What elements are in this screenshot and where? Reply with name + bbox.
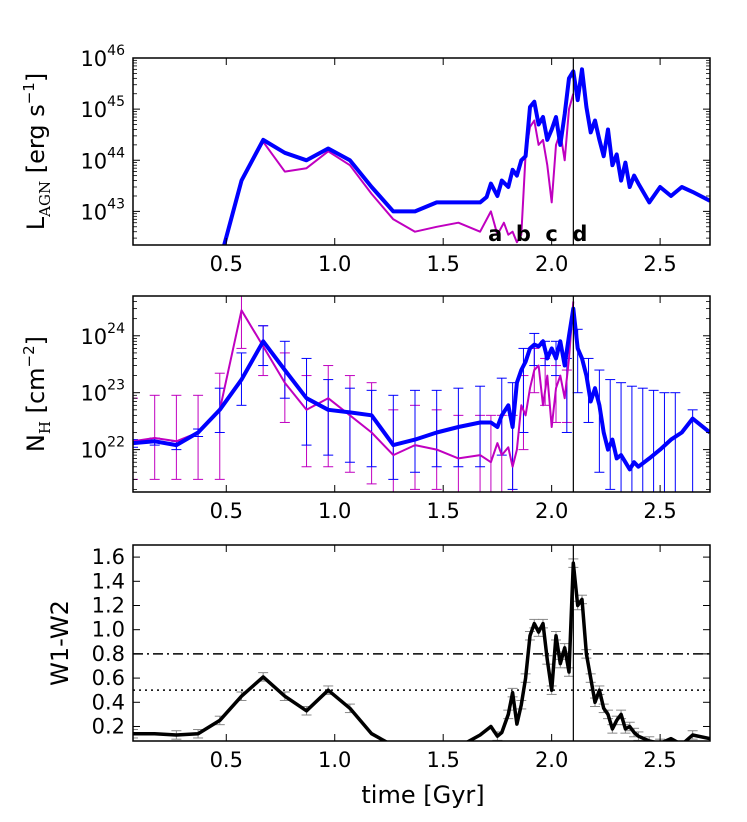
axes-frame xyxy=(132,295,711,493)
y-tick-label: 0.8 xyxy=(92,642,125,666)
x-tick-label: 0.5 xyxy=(210,252,243,276)
x-tick-label: 2.0 xyxy=(535,499,568,523)
y-tick-label: 1023 xyxy=(80,378,125,406)
y-tick-label: 1046 xyxy=(80,43,125,71)
y-tick-label: 1.4 xyxy=(92,569,125,593)
magenta-series-line xyxy=(223,93,575,245)
x-tick-label: 2.0 xyxy=(535,748,568,772)
y-tick-label: 1045 xyxy=(80,94,125,122)
x-tick-label: 1.0 xyxy=(318,499,351,523)
x-tick-label: 2.5 xyxy=(643,748,676,772)
y-tick-label: 1043 xyxy=(80,196,125,224)
luminosity-panel: 0.5 1.0 1.5 2.0 2.5 1043 1044 1045 1046 LAGN [erg… xyxy=(20,43,711,276)
y-tick-label: 1.2 xyxy=(92,593,125,617)
x-tick-label: 2.5 xyxy=(643,499,676,523)
x-tick-label: 2.5 xyxy=(643,252,676,276)
x-tick-label: 1.0 xyxy=(318,252,351,276)
plot-area xyxy=(222,58,710,245)
y-tick-label: 0.2 xyxy=(92,714,125,738)
phase-annotation-b: b xyxy=(516,222,531,246)
blue-series-line xyxy=(133,306,710,472)
y-axis-label: LAGN [erg s−1] xyxy=(20,73,54,230)
plot-area xyxy=(133,545,710,741)
blue-series-line xyxy=(222,67,710,245)
x-tick-label: 0.5 xyxy=(210,499,243,523)
phase-annotation-a: a xyxy=(488,222,502,246)
y-tick-label: 1.0 xyxy=(92,618,125,642)
plot-area xyxy=(133,296,710,492)
wise-color-panel: 0.5 1.0 1.5 2.0 2.50.20.40.60.81.01.21.41.6W… xyxy=(46,544,711,772)
y-tick-label: 1044 xyxy=(80,145,125,173)
x-tick-label: 1.5 xyxy=(426,748,459,772)
x-tick-label: 1.5 xyxy=(426,499,459,523)
x-tick-label: 1.5 xyxy=(426,252,459,276)
column-density-panel: 0.5 1.0 1.5 2.0 2.5 1022 1023 1024 NH [cm−2] xyxy=(20,295,711,523)
x-tick-label: 0.5 xyxy=(210,748,243,772)
x-tick-label: 1.0 xyxy=(318,748,351,772)
y-tick-label: 1.6 xyxy=(92,545,125,569)
y-tick-label: 1022 xyxy=(80,435,125,463)
x-axis-label: time [Gyr] xyxy=(361,781,484,809)
axes-frame xyxy=(132,57,711,246)
y-axis-label: NH [cm−2] xyxy=(20,336,54,452)
W1-W2-series-line xyxy=(133,561,710,741)
magenta-series-line xyxy=(133,301,575,468)
phase-annotation-d: d xyxy=(572,222,587,246)
y-tick-label: 1024 xyxy=(80,321,125,349)
y-axis-label: W1-W2 xyxy=(46,600,74,686)
phase-annotation-c: c xyxy=(545,222,557,246)
y-tick-label: 0.6 xyxy=(92,666,125,690)
axes-frame xyxy=(132,544,711,742)
y-tick-label: 0.4 xyxy=(92,690,125,714)
x-tick-label: 2.0 xyxy=(535,252,568,276)
